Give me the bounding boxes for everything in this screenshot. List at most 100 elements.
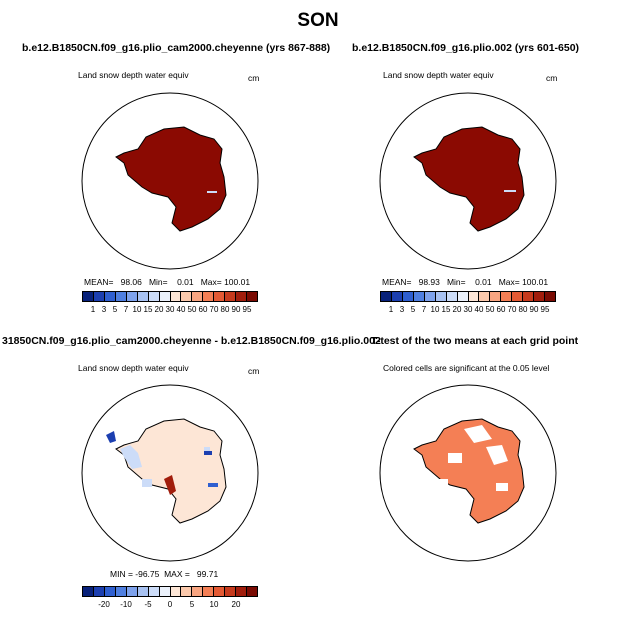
antarctica-snow-region <box>115 126 227 232</box>
colorbar-swatch <box>381 292 392 301</box>
colorbar-swatch <box>435 292 447 301</box>
antarctica-snow-region <box>413 126 525 232</box>
colorbar-swatch <box>457 292 469 301</box>
colorbar-tick-label: 80 <box>220 305 230 314</box>
colorbar-swatch <box>236 292 248 301</box>
colorbar-swatch <box>236 587 248 596</box>
colorbar-swatch <box>402 292 414 301</box>
colorbar-swatch <box>137 587 149 596</box>
strong-negative-anomaly <box>204 451 212 455</box>
panel-3-field-label: Land snow depth water equiv <box>78 363 189 373</box>
strong-positive-anomaly <box>164 475 176 495</box>
colorbar-tick-label: 30 <box>463 305 473 314</box>
colorbar-swatch <box>391 292 403 301</box>
figure-title: SON <box>297 10 339 31</box>
colorbar-tick-label: 60 <box>496 305 506 314</box>
panel-3-units: cm <box>248 366 260 376</box>
non-significant-area <box>464 425 492 443</box>
panel-4-map <box>379 384 557 562</box>
colorbar-tick-label: 10 <box>430 305 440 314</box>
colorbar-tick-label: 7 <box>123 305 129 314</box>
non-significant-area <box>448 453 462 463</box>
colorbar-tick-label: 40 <box>176 305 186 314</box>
colorbar-tick-label: 60 <box>198 305 208 314</box>
colorbar-swatch <box>159 292 171 301</box>
colorbar-swatch <box>468 292 480 301</box>
colorbar-tick-label: 20 <box>154 305 164 314</box>
colorbar-swatch <box>479 292 491 301</box>
colorbar-tick-label: 10 <box>209 600 219 609</box>
colorbar-tick-label: 3 <box>101 305 107 314</box>
colorbar-tick-label: -5 <box>144 600 152 609</box>
colorbar-swatch <box>501 292 513 301</box>
panel-1-title: b.e12.B1850CN.f09_g16.plio_cam2000.cheye… <box>22 42 331 54</box>
colorbar-tick-label: 5 <box>112 305 118 314</box>
colorbar-tick-label: 70 <box>507 305 517 314</box>
colorbar-swatch <box>214 292 226 301</box>
colorbar-swatch <box>181 292 193 301</box>
colorbar-tick-label: -10 <box>120 600 132 609</box>
colorbar-tick-label: 50 <box>485 305 495 314</box>
panel-1-field-label: Land snow depth water equiv <box>78 70 189 80</box>
panel-1-map <box>81 92 259 270</box>
non-significant-area <box>436 479 448 485</box>
colorbar-tick-label: 50 <box>187 305 197 314</box>
colorbar-swatch <box>104 292 116 301</box>
colorbar-swatch <box>203 587 215 596</box>
colorbar-swatch <box>512 292 524 301</box>
colorbar-swatch <box>247 587 257 596</box>
panel-2-map <box>379 92 557 270</box>
panel-2-field-label: Land snow depth water equiv <box>383 70 494 80</box>
panel-3-title: 31850CN.f09_g16.plio_cam2000.cheyenne - … <box>2 335 381 347</box>
colorbar-tick-label: 40 <box>474 305 484 314</box>
colorbar-swatch <box>446 292 458 301</box>
colorbar-swatch <box>104 587 116 596</box>
strong-negative-anomaly <box>208 483 218 487</box>
colorbar-tick-label: 0 <box>167 600 173 609</box>
negative-anomaly-area <box>120 445 142 469</box>
panel-1-units: cm <box>248 73 260 83</box>
panel-4-title: T-test of the two means at each grid poi… <box>371 335 579 347</box>
panel-4-field-label: Colored cells are significant at the 0.0… <box>383 363 550 373</box>
colorbar-swatch <box>192 292 204 301</box>
colorbar-swatch <box>83 292 94 301</box>
colorbar-swatch <box>170 292 182 301</box>
negative-anomaly-area <box>142 479 152 487</box>
panel-3-colorbar <box>82 586 258 597</box>
colorbar-swatch <box>115 587 127 596</box>
colorbar-swatch <box>115 292 127 301</box>
colorbar-swatch <box>247 292 257 301</box>
colorbar-tick-label: 95 <box>242 305 252 314</box>
colorbar-tick-label: 90 <box>231 305 241 314</box>
colorbar-swatch <box>93 292 105 301</box>
non-significant-area <box>496 483 508 491</box>
colorbar-tick-label: 1 <box>90 305 96 314</box>
colorbar-tick-label: 5 <box>189 600 195 609</box>
colorbar-swatch <box>424 292 436 301</box>
panel-2-stats: MEAN= 98.93 Min= 0.01 Max= 100.01 <box>382 277 549 287</box>
colorbar-tick-label: 7 <box>421 305 427 314</box>
colorbar-tick-label: 70 <box>209 305 219 314</box>
panel-1-colorbar <box>82 291 258 302</box>
colorbar-swatch <box>203 292 215 301</box>
colorbar-tick-label: 5 <box>410 305 416 314</box>
colorbar-tick-label: 1 <box>388 305 394 314</box>
colorbar-swatch <box>192 587 204 596</box>
colorbar-swatch <box>545 292 555 301</box>
colorbar-swatch <box>181 587 193 596</box>
colorbar-swatch <box>126 587 138 596</box>
colorbar-swatch <box>83 587 94 596</box>
colorbar-swatch <box>490 292 502 301</box>
colorbar-swatch <box>534 292 546 301</box>
colorbar-swatch <box>93 587 105 596</box>
panel-3-stats: MIN = -96.75 MAX = 99.71 <box>110 569 219 579</box>
small-anomaly-cell <box>504 190 516 192</box>
colorbar-tick-label: 95 <box>540 305 550 314</box>
colorbar-tick-label: 15 <box>441 305 451 314</box>
colorbar-swatch <box>214 587 226 596</box>
panel-2-title: b.e12.B1850CN.f09_g16.plio.002 (yrs 601-… <box>352 42 580 54</box>
colorbar-tick-label: 10 <box>132 305 142 314</box>
strong-negative-anomaly <box>106 431 116 443</box>
colorbar-tick-label: 80 <box>518 305 528 314</box>
colorbar-tick-label: 20 <box>452 305 462 314</box>
